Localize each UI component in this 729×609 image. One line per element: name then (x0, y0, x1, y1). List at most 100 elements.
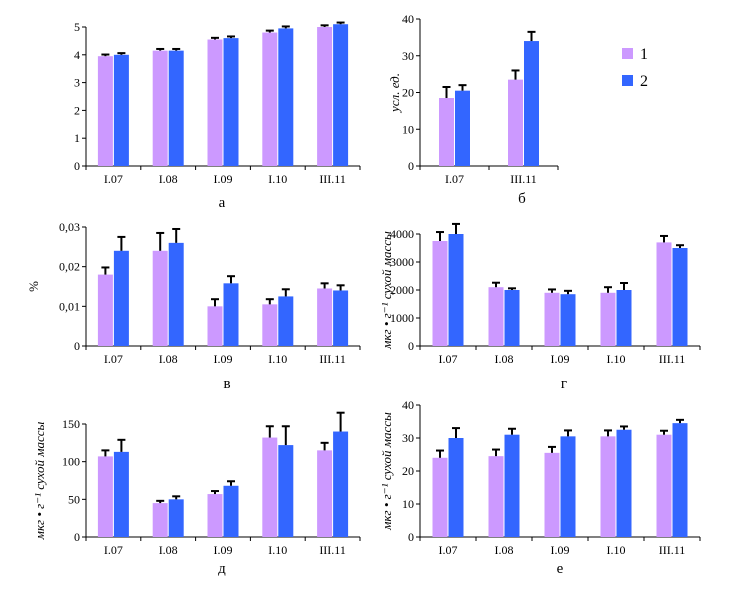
x-tick-label: I.09 (214, 352, 233, 366)
x-tick-label: III.11 (510, 172, 537, 186)
chart-panel-д: 0 50 100 150 I.07 I.08 I.09 I.10 III.11 мкг • г⁻¹… (32, 411, 361, 577)
bar-series-1 (317, 450, 333, 537)
x-tick-label: I.08 (495, 352, 514, 366)
bar-series-1 (152, 50, 168, 166)
chart-panel-е: 0 10 20 30 40 I.07 I.08 I.09 I.10 III.11 мкг • г⁻¹… (379, 398, 701, 577)
y-tick-label: 0 (74, 530, 80, 544)
bar-series-2 (168, 499, 184, 537)
bar-series-1 (207, 39, 223, 167)
y-tick-label: 3 (74, 76, 80, 90)
bar-series-2 (223, 38, 239, 167)
bar-series-1 (656, 434, 672, 537)
x-tick-label: I.10 (268, 172, 287, 186)
x-tick-label: I.07 (104, 352, 123, 366)
bar-series-2 (504, 290, 520, 346)
chart-panel-а: 0 1 2 3 4 5 I.07 I.08 I.09 I.10 III.11 а (74, 20, 361, 211)
x-tick-label: I.08 (159, 352, 178, 366)
bar-series-2 (672, 248, 688, 346)
bar-series-2 (448, 438, 464, 537)
bar-series-1 (488, 287, 504, 346)
x-tick-label: I.09 (214, 172, 233, 186)
bar-series-2 (333, 431, 349, 537)
y-tick-label: 3000 (390, 255, 414, 269)
y-axis-label: мкг • г⁻¹ сухой массы (379, 231, 394, 350)
y-tick-label: 40 (402, 12, 414, 26)
bar-series-1 (97, 56, 113, 166)
bar-series-1 (262, 304, 278, 346)
panel-label: б (518, 191, 526, 207)
panel-label: г (561, 376, 567, 392)
y-tick-label: 0,01 (59, 299, 80, 313)
x-tick-label: I.08 (495, 543, 514, 557)
legend-swatch (622, 48, 633, 59)
y-tick-label: 5 (74, 20, 80, 34)
y-tick-label: 10 (402, 497, 414, 511)
bar-series-1 (432, 457, 448, 537)
bar-series-2 (448, 234, 464, 346)
bar-series-2 (168, 242, 184, 346)
bar-series-2 (455, 90, 470, 166)
x-tick-label: I.08 (159, 543, 178, 557)
bar-series-1 (207, 306, 223, 346)
bar-series-2 (168, 50, 184, 166)
panel-label: в (223, 376, 230, 392)
chart-panel-б: 0 10 20 30 40 I.07 III.11 усл. ед. б (387, 12, 559, 207)
y-tick-label: 100 (62, 455, 80, 469)
y-tick-label: 20 (402, 86, 414, 100)
y-tick-label: 1000 (390, 311, 414, 325)
bar-series-1 (262, 437, 278, 537)
x-tick-label: III.11 (319, 543, 346, 557)
bar-series-1 (508, 79, 523, 166)
bar-series-1 (600, 436, 616, 537)
y-tick-label: 0 (408, 530, 414, 544)
bar-series-1 (317, 27, 333, 166)
bar-series-2 (223, 485, 239, 537)
x-tick-label: I.10 (268, 352, 287, 366)
bar-series-1 (262, 32, 278, 167)
bar-series-2 (524, 41, 539, 166)
bar-series-2 (223, 283, 239, 346)
panel-label: а (219, 195, 226, 211)
bar-series-2 (278, 296, 294, 346)
legend-label: 2 (640, 73, 648, 90)
bar-series-1 (600, 292, 616, 346)
bar-series-2 (278, 445, 294, 537)
bar-series-1 (317, 288, 333, 346)
x-tick-label: I.07 (439, 543, 458, 557)
y-tick-label: 4000 (390, 227, 414, 241)
bar-series-2 (113, 250, 129, 346)
y-tick-label: 0 (74, 339, 80, 353)
y-tick-label: 50 (68, 492, 80, 506)
bar-series-1 (152, 250, 168, 346)
bar-series-2 (560, 294, 576, 346)
bar-series-2 (616, 429, 632, 537)
y-tick-label: 10 (402, 122, 414, 136)
y-tick-label: 4 (74, 48, 80, 62)
x-tick-label: I.07 (439, 352, 458, 366)
bar-series-2 (113, 451, 129, 537)
x-tick-label: III.11 (319, 352, 346, 366)
y-tick-label: 30 (402, 49, 414, 63)
bar-series-1 (439, 98, 454, 166)
bar-series-2 (113, 54, 129, 166)
y-tick-label: 1 (74, 131, 80, 145)
x-tick-label: I.10 (607, 352, 626, 366)
x-tick-label: I.07 (104, 172, 123, 186)
y-tick-label: 0 (408, 339, 414, 353)
x-tick-label: I.07 (104, 543, 123, 557)
y-tick-label: 40 (402, 398, 414, 412)
bar-series-2 (560, 436, 576, 537)
bar-series-1 (488, 456, 504, 537)
x-tick-label: I.10 (607, 543, 626, 557)
bar-series-1 (97, 456, 113, 537)
y-tick-label: 30 (402, 431, 414, 445)
x-tick-label: I.07 (445, 172, 464, 186)
y-tick-label: 0,03 (59, 220, 80, 234)
y-axis-label: мкг • г⁻¹ сухой массы (379, 412, 394, 531)
legend: 12 (622, 46, 648, 90)
y-axis-label: усл. ед. (387, 73, 402, 114)
y-axis-label: % (26, 281, 41, 292)
y-tick-label: 150 (62, 417, 80, 431)
